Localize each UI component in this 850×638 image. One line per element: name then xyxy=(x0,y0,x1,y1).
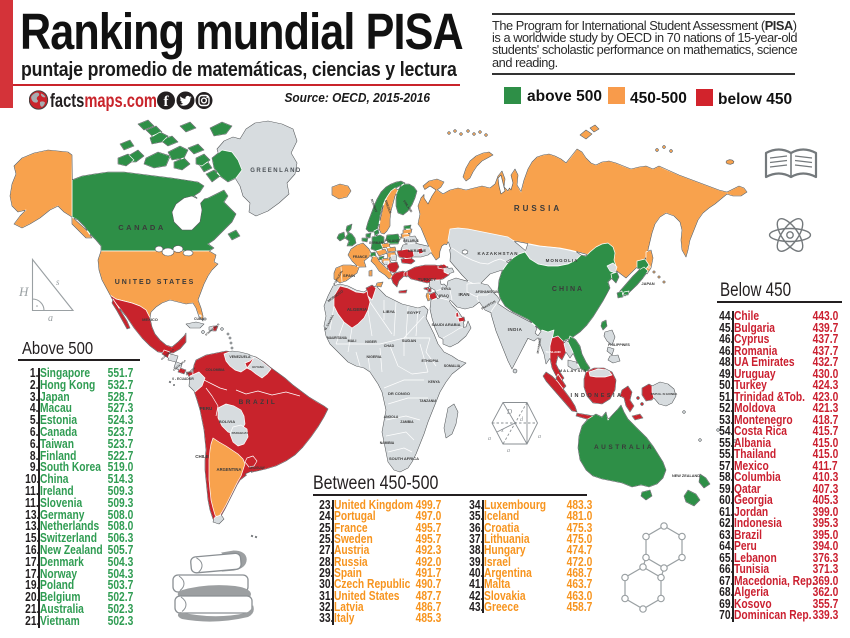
svg-text:UNITED STATES: UNITED STATES xyxy=(115,279,196,286)
svg-text:PHILIPPINES: PHILIPPINES xyxy=(608,343,630,347)
svg-text:CHINA: CHINA xyxy=(552,286,584,293)
svg-text:ZAMBIA: ZAMBIA xyxy=(400,420,414,424)
svg-text:INDONESIA: INDONESIA xyxy=(570,393,623,399)
svg-text:a: a xyxy=(538,434,541,440)
svg-text:EGYPT: EGYPT xyxy=(407,310,421,315)
svg-text:KENYA: KENYA xyxy=(428,380,440,384)
svg-text:ARGENTINA: ARGENTINA xyxy=(217,467,242,472)
svg-text:DOMINICAN R.: DOMINICAN R. xyxy=(204,322,221,337)
svg-text:GUYANA: GUYANA xyxy=(252,365,264,369)
svg-text:TANZANIA: TANZANIA xyxy=(419,399,437,403)
svg-text:SPAIN: SPAIN xyxy=(343,273,355,278)
svg-text:GERMANY: GERMANY xyxy=(369,241,386,245)
svg-text:BRAZIL: BRAZIL xyxy=(239,399,278,406)
svg-text:MAURITANIA: MAURITANIA xyxy=(327,336,348,340)
svg-text:PORTUGAL: PORTUGAL xyxy=(332,269,344,286)
svg-text:JAPAN: JAPAN xyxy=(641,281,654,286)
svg-text:MYANMAR: MYANMAR xyxy=(536,337,543,354)
svg-text:AUSTRALIA: AUSTRALIA xyxy=(594,444,654,451)
svg-text:a: a xyxy=(488,436,491,442)
svg-text:a: a xyxy=(507,448,510,454)
svg-text:s: s xyxy=(56,277,60,287)
svg-text:f: f xyxy=(164,94,170,110)
svg-text:MEXICO: MEXICO xyxy=(142,317,158,322)
svg-text:H: H xyxy=(18,284,29,299)
svg-text:THAILAND: THAILAND xyxy=(545,350,561,354)
svg-text:MONGOLIA: MONGOLIA xyxy=(546,258,579,263)
svg-text:URUGUAY: URUGUAY xyxy=(249,466,266,470)
svg-text:PANAMA: PANAMA xyxy=(185,366,196,376)
svg-text:SOMALIA: SOMALIA xyxy=(444,364,461,368)
svg-text:ALGERIA: ALGERIA xyxy=(347,307,368,312)
svg-text:ANGOLA: ANGOLA xyxy=(384,415,399,419)
svg-text:PARAGUAY: PARAGUAY xyxy=(232,431,249,435)
svg-text:VENEZUELA: VENEZUELA xyxy=(229,355,251,359)
svg-text:UKRAINE: UKRAINE xyxy=(408,248,427,253)
svg-text:IRAQ: IRAQ xyxy=(439,293,449,298)
svg-text:PAPUA. N GUINEA: PAPUA. N GUINEA xyxy=(651,392,678,396)
svg-text:LIBYA: LIBYA xyxy=(383,309,395,314)
svg-text:PAKISTAN: PAKISTAN xyxy=(481,299,497,311)
svg-text:NEW ZEALAND: NEW ZEALAND xyxy=(672,474,700,478)
svg-text:NAMIBIA: NAMIBIA xyxy=(380,441,395,445)
svg-text:POLAND: POLAND xyxy=(385,239,400,243)
svg-text:FINLAND: FINLAND xyxy=(402,200,414,214)
svg-text:FRANCE: FRANCE xyxy=(353,255,368,259)
svg-text:KAZAKHSTAN: KAZAKHSTAN xyxy=(478,251,519,256)
svg-text:GREENLAND: GREENLAND xyxy=(250,168,302,174)
svg-text:VIETNAM: VIETNAM xyxy=(578,343,588,357)
svg-text:NIGER: NIGER xyxy=(365,340,377,344)
svg-text:SOUTH AFRICA: SOUTH AFRICA xyxy=(389,456,419,461)
svg-text:CANADA: CANADA xyxy=(118,223,166,232)
svg-text:CHAD: CHAD xyxy=(384,344,395,348)
svg-text:INDIA: INDIA xyxy=(508,327,523,332)
svg-text:CUBA: CUBA xyxy=(194,317,205,321)
svg-text:SUDAN: SUDAN xyxy=(402,338,416,343)
svg-text:AFGHANISTAN: AFGHANISTAN xyxy=(476,290,500,294)
svg-text:SYRIA: SYRIA xyxy=(441,287,451,291)
svg-text:COLOMBIA: COLOMBIA xyxy=(205,368,225,372)
svg-text:TURKEY: TURKEY xyxy=(418,277,437,282)
svg-text:CHILE: CHILE xyxy=(195,454,209,459)
svg-text:MALAYSIA: MALAYSIA xyxy=(559,368,588,373)
svg-text:DR CONGO: DR CONGO xyxy=(388,391,410,396)
svg-text:D: D xyxy=(506,408,512,416)
svg-text:IRAN: IRAN xyxy=(459,292,470,297)
svg-text:factsmaps.com: factsmaps.com xyxy=(50,90,157,112)
svg-text:RUSSIA: RUSSIA xyxy=(514,204,562,213)
svg-text:W. SAHARA: W. SAHARA xyxy=(323,313,335,331)
svg-text:MALI: MALI xyxy=(348,339,357,343)
svg-text:SAUDI ARABIA: SAUDI ARABIA xyxy=(432,322,461,327)
svg-text:x: x xyxy=(500,428,504,434)
svg-text:BOLIVIA: BOLIVIA xyxy=(219,419,235,424)
svg-text:0 - ECUADOR: 0 - ECUADOR xyxy=(172,377,194,381)
svg-text:BELARUS: BELARUS xyxy=(403,239,418,243)
svg-text:d: d xyxy=(520,417,524,423)
svg-text:ETHIOPIA: ETHIOPIA xyxy=(422,359,439,363)
svg-text:PERU: PERU xyxy=(200,406,213,411)
svg-text:SWEDEN: SWEDEN xyxy=(384,199,393,214)
svg-text:a: a xyxy=(48,313,53,324)
svg-text:NIGERIA: NIGERIA xyxy=(367,355,382,359)
